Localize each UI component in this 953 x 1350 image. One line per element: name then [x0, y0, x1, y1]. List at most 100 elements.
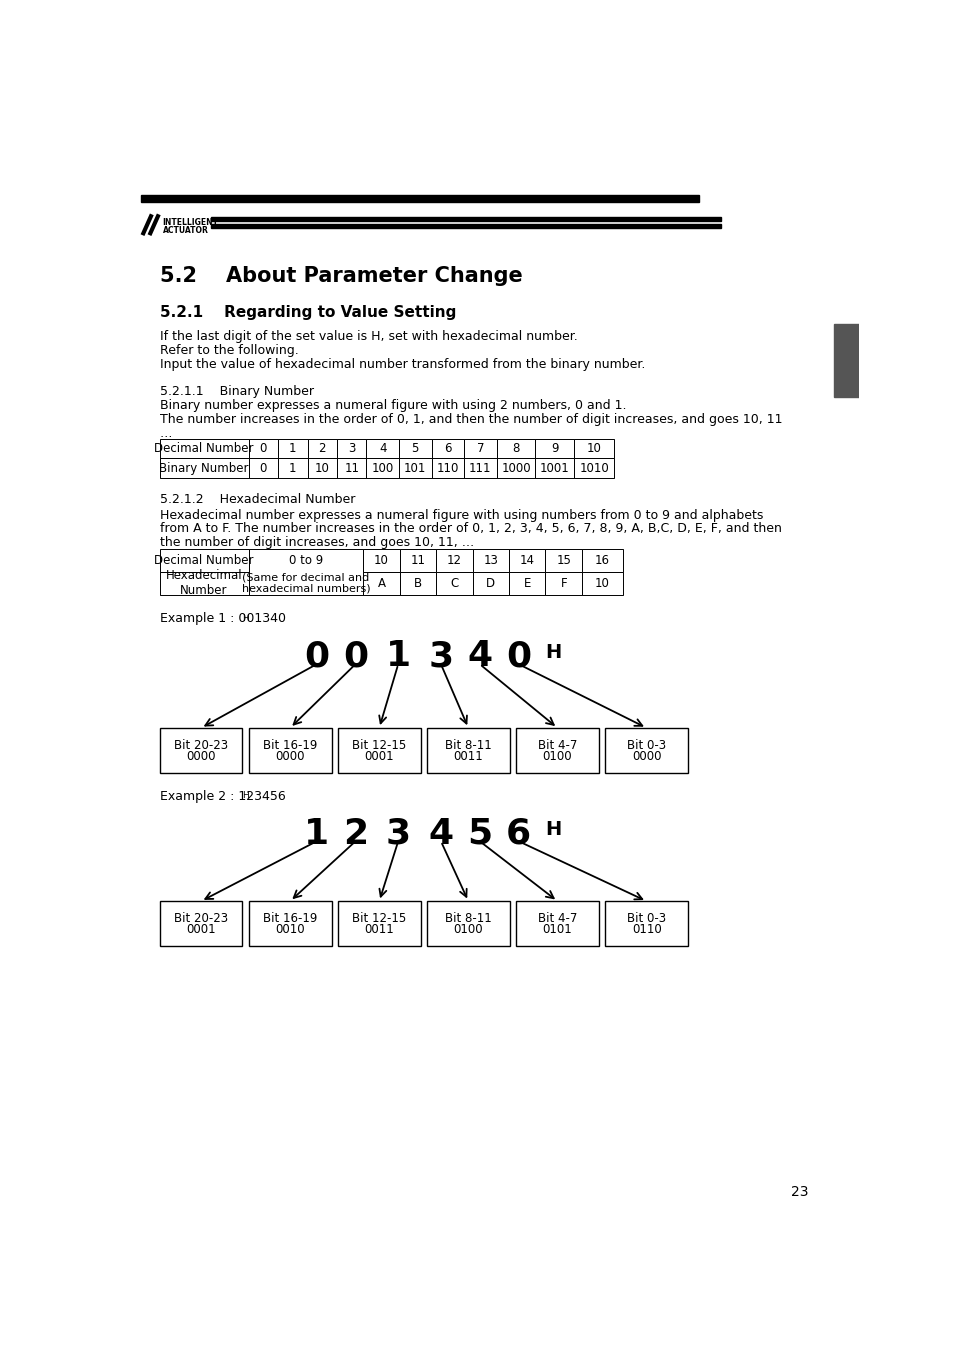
- Bar: [472, 571, 509, 595]
- Text: 6: 6: [505, 817, 531, 850]
- Text: 0110: 0110: [631, 923, 660, 936]
- Text: 1000: 1000: [500, 462, 530, 475]
- Bar: [366, 459, 398, 478]
- Bar: [159, 439, 249, 459]
- Bar: [211, 216, 720, 221]
- Bar: [545, 571, 581, 595]
- Text: 9: 9: [551, 443, 558, 455]
- Text: Hexadecimal number expresses a numeral figure with using numbers from 0 to 9 and: Hexadecimal number expresses a numeral f…: [159, 509, 762, 521]
- Text: Refer to the following.: Refer to the following.: [159, 344, 298, 358]
- Bar: [159, 571, 249, 595]
- Text: 13: 13: [483, 554, 497, 567]
- Bar: [436, 571, 472, 595]
- Text: Bit 0-3: Bit 0-3: [626, 740, 665, 752]
- Bar: [509, 571, 545, 595]
- Text: Bit 16-19: Bit 16-19: [263, 740, 317, 752]
- Text: 0101: 0101: [542, 923, 572, 936]
- Text: 0100: 0100: [453, 923, 482, 936]
- Text: Bit 20-23: Bit 20-23: [173, 740, 228, 752]
- Text: 101: 101: [404, 462, 426, 475]
- Bar: [431, 459, 464, 478]
- Text: 0 to 9: 0 to 9: [289, 554, 323, 567]
- Bar: [141, 196, 699, 202]
- Bar: [464, 439, 497, 459]
- Bar: [249, 459, 278, 478]
- Bar: [399, 571, 436, 595]
- Bar: [336, 459, 366, 478]
- Text: H: H: [544, 821, 560, 840]
- Text: 4: 4: [428, 817, 453, 850]
- Bar: [604, 728, 687, 772]
- Text: 1: 1: [289, 462, 296, 475]
- Text: Decimal Number: Decimal Number: [154, 554, 253, 567]
- Text: 0001: 0001: [364, 751, 394, 763]
- Text: A: A: [377, 576, 385, 590]
- Bar: [249, 728, 332, 772]
- Bar: [604, 902, 687, 946]
- Bar: [535, 439, 574, 459]
- Text: 10: 10: [586, 443, 601, 455]
- Text: E: E: [523, 576, 531, 590]
- Bar: [278, 459, 307, 478]
- Text: 11: 11: [410, 554, 425, 567]
- Bar: [307, 459, 336, 478]
- Text: 0011: 0011: [364, 923, 394, 936]
- Bar: [398, 439, 431, 459]
- Text: 10: 10: [314, 462, 330, 475]
- Bar: [336, 439, 366, 459]
- Bar: [436, 548, 472, 571]
- Text: If the last digit of the set value is H, set with hexadecimal number.: If the last digit of the set value is H,…: [159, 329, 577, 343]
- Text: 15: 15: [556, 554, 571, 567]
- Text: Bit 8-11: Bit 8-11: [444, 913, 491, 925]
- Text: 0: 0: [505, 640, 531, 674]
- Text: The number increases in the order of 0, 1, and then the number of digit increase: The number increases in the order of 0, …: [159, 413, 781, 427]
- Text: 6: 6: [444, 443, 451, 455]
- Text: 14: 14: [519, 554, 535, 567]
- Text: Bit 12-15: Bit 12-15: [352, 913, 406, 925]
- Text: 7: 7: [476, 443, 483, 455]
- Text: Bit 4-7: Bit 4-7: [537, 913, 577, 925]
- Text: the number of digit increases, and goes 10, 11, …: the number of digit increases, and goes …: [159, 536, 474, 549]
- Bar: [159, 728, 242, 772]
- Text: H: H: [544, 643, 560, 663]
- Bar: [159, 902, 242, 946]
- Text: 5.2.1    Regarding to Value Setting: 5.2.1 Regarding to Value Setting: [159, 305, 456, 320]
- Text: Bit 4-7: Bit 4-7: [537, 740, 577, 752]
- Text: 5: 5: [411, 443, 418, 455]
- Text: from A to F. The number increases in the order of 0, 1, 2, 3, 4, 5, 6, 7, 8, 9, : from A to F. The number increases in the…: [159, 522, 781, 536]
- Text: 5.2.1.1    Binary Number: 5.2.1.1 Binary Number: [159, 385, 314, 398]
- Text: 110: 110: [436, 462, 458, 475]
- Text: Input the value of hexadecimal number transformed from the binary number.: Input the value of hexadecimal number tr…: [159, 358, 644, 371]
- Bar: [427, 902, 509, 946]
- Text: 0000: 0000: [275, 751, 305, 763]
- Text: C: C: [450, 576, 458, 590]
- Text: ACTUATOR: ACTUATOR: [162, 225, 209, 235]
- Text: Hexadecimal
Number: Hexadecimal Number: [166, 570, 242, 597]
- Bar: [431, 439, 464, 459]
- Bar: [574, 439, 614, 459]
- Text: Bit 20-23: Bit 20-23: [173, 913, 228, 925]
- Text: 10: 10: [374, 554, 389, 567]
- Text: 5: 5: [467, 817, 492, 850]
- Text: F: F: [559, 576, 566, 590]
- Text: 0100: 0100: [542, 751, 572, 763]
- Text: H: H: [242, 614, 249, 622]
- Bar: [472, 548, 509, 571]
- Text: 8: 8: [512, 443, 519, 455]
- Text: 0001: 0001: [186, 923, 215, 936]
- Bar: [159, 459, 249, 478]
- Text: 0000: 0000: [186, 751, 215, 763]
- Bar: [574, 459, 614, 478]
- Text: 0: 0: [259, 462, 267, 475]
- Text: 2: 2: [343, 817, 368, 850]
- Text: B: B: [414, 576, 421, 590]
- Text: 1: 1: [289, 443, 296, 455]
- Text: 0011: 0011: [453, 751, 483, 763]
- Text: 2: 2: [318, 443, 326, 455]
- Text: 5.2    About Parameter Change: 5.2 About Parameter Change: [159, 266, 521, 286]
- Text: 0000: 0000: [631, 751, 660, 763]
- Bar: [516, 728, 598, 772]
- Text: Binary number expresses a numeral figure with using 2 numbers, 0 and 1.: Binary number expresses a numeral figure…: [159, 400, 625, 412]
- Bar: [398, 459, 431, 478]
- Text: 11: 11: [344, 462, 359, 475]
